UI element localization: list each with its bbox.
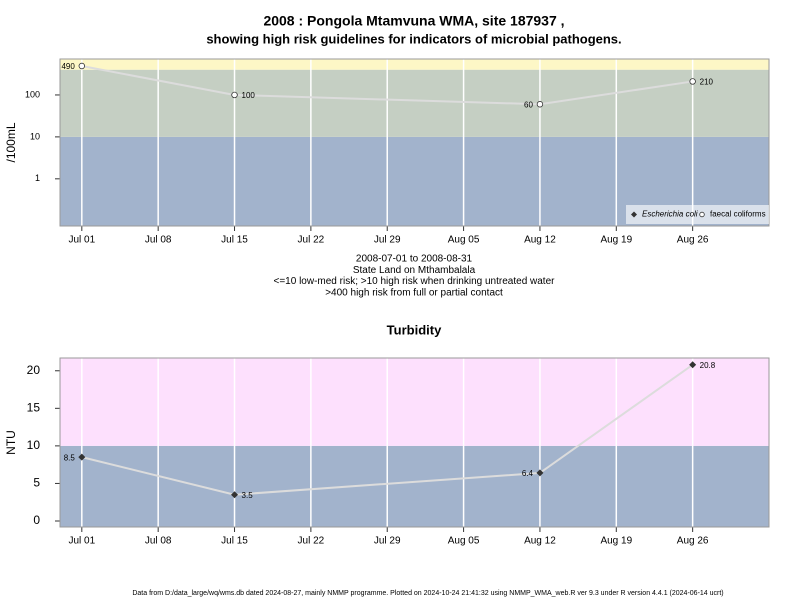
data-label: 490	[61, 62, 75, 71]
x-tick-label: Aug 05	[448, 536, 480, 547]
chart-note: State Land on Mthambalala	[353, 265, 476, 276]
plot-frame	[59, 357, 770, 528]
data-label: 6.4	[522, 469, 534, 478]
data-label: 3.5	[242, 491, 254, 500]
chart-title: showing high risk guidelines for indicat…	[206, 31, 621, 46]
legend-label: faecal coliforms	[710, 210, 766, 219]
x-tick-label: Aug 26	[677, 536, 709, 547]
data-point	[231, 491, 239, 499]
series-line	[81, 65, 693, 106]
chart-note: >400 high risk from full or partial cont…	[325, 288, 503, 299]
series-line	[81, 363, 694, 496]
legend-label: Escherichia coli	[642, 210, 698, 219]
x-tick-label: Aug 19	[600, 536, 632, 547]
chart-title: 2008 : Pongola Mtamvuna WMA, site 187937…	[263, 13, 564, 29]
data-label: 100	[242, 91, 256, 100]
x-tick-label: Jul 08	[145, 235, 172, 246]
x-tick-label: Aug 26	[677, 235, 709, 246]
data-label: 8.5	[64, 453, 76, 462]
data-point	[689, 78, 696, 85]
risk-band	[60, 358, 769, 446]
chart-title: Turbidity	[387, 322, 442, 337]
y-axis-label: NTU	[4, 430, 18, 455]
x-tick-label: Aug 12	[524, 235, 556, 246]
x-tick-label: Aug 12	[524, 536, 556, 547]
risk-band	[60, 69, 769, 137]
data-point	[536, 469, 544, 477]
y-tick-label: 1	[35, 173, 40, 183]
data-label: 60	[524, 100, 533, 109]
y-axis-label: /100mL	[4, 122, 18, 162]
x-tick-label: Jul 22	[298, 235, 325, 246]
y-tick-label: 0	[33, 513, 40, 527]
y-tick-label: 100	[25, 89, 40, 99]
x-tick-label: Aug 05	[448, 235, 480, 246]
x-tick-label: Aug 19	[600, 235, 632, 246]
data-point	[536, 101, 544, 108]
footer: Data from D:/data_large/wq/wms.db dated …	[132, 590, 723, 597]
y-tick-label: 10	[30, 131, 40, 141]
data-point	[231, 91, 238, 99]
x-tick-label: Jul 29	[374, 536, 401, 547]
y-tick-label: 15	[27, 400, 41, 414]
y-tick-label: 5	[33, 476, 40, 490]
data-point	[78, 62, 86, 70]
x-tick-label: Jul 01	[68, 536, 95, 547]
x-tick-label: Jul 15	[221, 536, 248, 547]
legend-box	[626, 205, 769, 224]
x-tick-label: Jul 15	[221, 235, 248, 246]
risk-band	[60, 445, 769, 527]
y-tick-label: 10	[27, 438, 41, 452]
x-tick-label: Jul 01	[68, 235, 95, 246]
legend-marker	[631, 211, 637, 218]
chart-note: 2008-07-01 to 2008-08-31	[356, 254, 473, 265]
plot-frame	[59, 58, 770, 227]
data-point	[689, 361, 697, 369]
chart-note: <=10 low-med risk; >10 high risk when dr…	[274, 276, 556, 287]
data-point	[78, 453, 86, 461]
data-label: 20.8	[700, 361, 716, 370]
y-tick-label: 20	[27, 363, 41, 377]
data-label: 210	[700, 78, 714, 87]
risk-band	[60, 59, 769, 70]
x-tick-label: Jul 29	[374, 235, 401, 246]
legend-marker	[699, 211, 705, 218]
x-tick-label: Jul 22	[298, 536, 325, 547]
x-tick-label: Jul 08	[145, 536, 172, 547]
